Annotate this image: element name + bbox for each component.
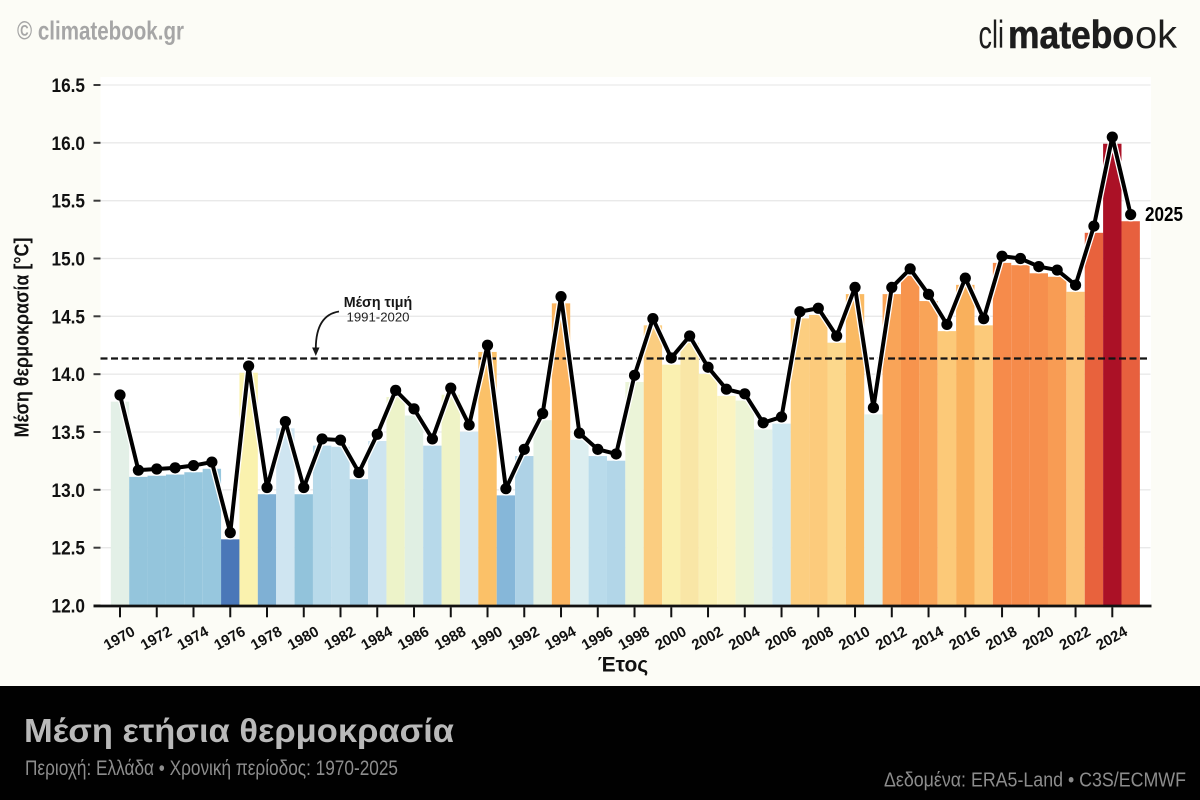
svg-text:ok: ok bbox=[1135, 14, 1178, 57]
svg-text:Μέση ετήσια θερμοκρασία: Μέση ετήσια θερμοκρασία bbox=[24, 712, 454, 749]
svg-text:1991-2020: 1991-2020 bbox=[347, 310, 410, 325]
svg-text:15.0: 15.0 bbox=[52, 249, 86, 271]
svg-text:Έτος: Έτος bbox=[598, 654, 649, 677]
svg-text:16.5: 16.5 bbox=[52, 75, 86, 97]
svg-text:Μέση τιμή: Μέση τιμή bbox=[344, 294, 413, 311]
svg-text:2025: 2025 bbox=[1145, 203, 1183, 226]
svg-text:12.5: 12.5 bbox=[52, 538, 86, 560]
svg-text:Περιοχή: Ελλάδα • Χρονική περί: Περιοχή: Ελλάδα • Χρονική περίοδος: 1970… bbox=[25, 757, 398, 780]
svg-text:Δεδομένα: ERA5-Land • C3S/ECMW: Δεδομένα: ERA5-Land • C3S/ECMWF bbox=[884, 770, 1186, 792]
svg-text:12.0: 12.0 bbox=[52, 596, 86, 618]
svg-text:15.5: 15.5 bbox=[52, 191, 86, 213]
svg-text:13.5: 13.5 bbox=[52, 422, 86, 444]
svg-text:14.0: 14.0 bbox=[52, 364, 86, 386]
svg-text:matebo: matebo bbox=[1008, 14, 1134, 57]
svg-text:© climatebook.gr: © climatebook.gr bbox=[17, 16, 184, 46]
svg-text:13.0: 13.0 bbox=[52, 480, 86, 502]
svg-text:14.5: 14.5 bbox=[52, 306, 86, 328]
svg-text:Μέση θερμοκρασία [°C]: Μέση θερμοκρασία [°C] bbox=[12, 238, 34, 438]
svg-text:cli: cli bbox=[979, 14, 1005, 57]
svg-text:16.0: 16.0 bbox=[52, 133, 86, 155]
